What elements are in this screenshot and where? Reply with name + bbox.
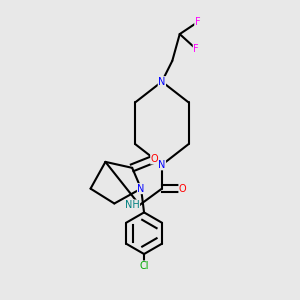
Text: Cl: Cl bbox=[139, 261, 149, 271]
Text: O: O bbox=[151, 154, 158, 164]
Text: N: N bbox=[158, 76, 166, 87]
Text: O: O bbox=[179, 184, 187, 194]
Text: N: N bbox=[158, 160, 166, 170]
Text: F: F bbox=[193, 44, 199, 54]
Text: F: F bbox=[195, 17, 200, 27]
Text: NH: NH bbox=[125, 200, 140, 210]
Text: N: N bbox=[137, 184, 145, 194]
